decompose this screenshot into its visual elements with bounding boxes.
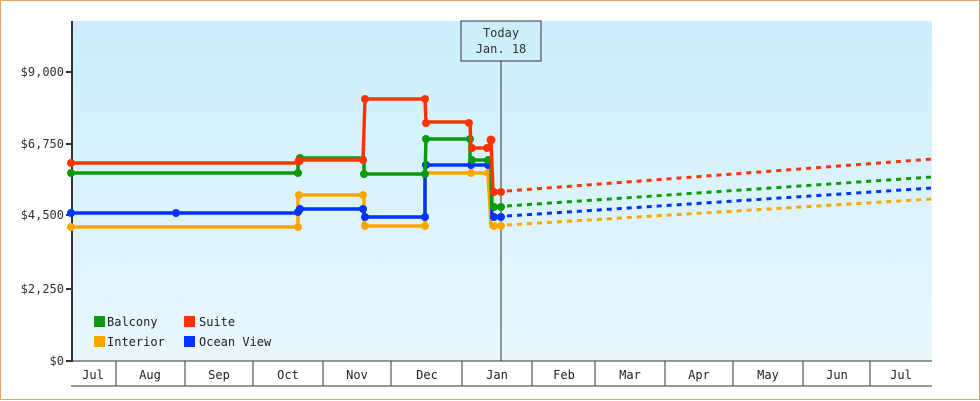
ocean-view-swatch — [184, 336, 195, 347]
legend-label: Interior — [107, 335, 165, 349]
y-tick-label: $6,750 — [21, 137, 64, 151]
legend: Balcony Suite Interior Ocean View — [94, 315, 272, 349]
y-tick-label: $9,000 — [21, 65, 64, 79]
balcony-swatch — [94, 316, 105, 327]
legend-item-ocean-view[interactable]: Ocean View — [184, 335, 272, 349]
x-tick-label: Aug — [139, 368, 161, 382]
today-date: Jan. 18 — [476, 42, 527, 56]
interior-projection — [506, 197, 933, 227]
x-tick-label: Nov — [346, 368, 368, 382]
legend-item-suite[interactable]: Suite — [184, 315, 235, 329]
balcony-projection — [506, 175, 933, 208]
x-tick-label: Jul — [890, 368, 912, 382]
x-tick-label: Jan — [486, 368, 508, 382]
interior-swatch — [94, 336, 105, 347]
y-tick-label: $4,500 — [21, 208, 64, 222]
x-tick-label: Oct — [277, 368, 299, 382]
x-tick-label: Jul — [82, 368, 104, 382]
suite-swatch — [184, 316, 195, 327]
today-callout — [460, 20, 542, 62]
legend-item-interior[interactable]: Interior — [94, 335, 165, 349]
x-tick-label: Feb — [553, 368, 575, 382]
x-tick-label: May — [757, 368, 779, 382]
legend-label: Balcony — [107, 315, 158, 329]
ocean-view-projection — [506, 186, 933, 218]
x-tick-label: Sep — [208, 368, 230, 382]
x-tick-label: Dec — [416, 368, 438, 382]
series-suite — [67, 95, 505, 196]
legend-label: Suite — [199, 315, 235, 329]
x-tick-label: Mar — [619, 368, 641, 382]
projection-lines — [506, 157, 933, 227]
legend-item-balcony[interactable]: Balcony — [94, 315, 158, 329]
x-tick-label: Jun — [826, 368, 848, 382]
suite-projection — [506, 157, 933, 193]
today-label: Today — [483, 26, 519, 40]
legend-label: Ocean View — [199, 335, 272, 349]
x-tick-label: Apr — [688, 368, 710, 382]
y-tick-label: $0 — [50, 354, 64, 368]
y-tick-label: $2,250 — [21, 282, 64, 296]
